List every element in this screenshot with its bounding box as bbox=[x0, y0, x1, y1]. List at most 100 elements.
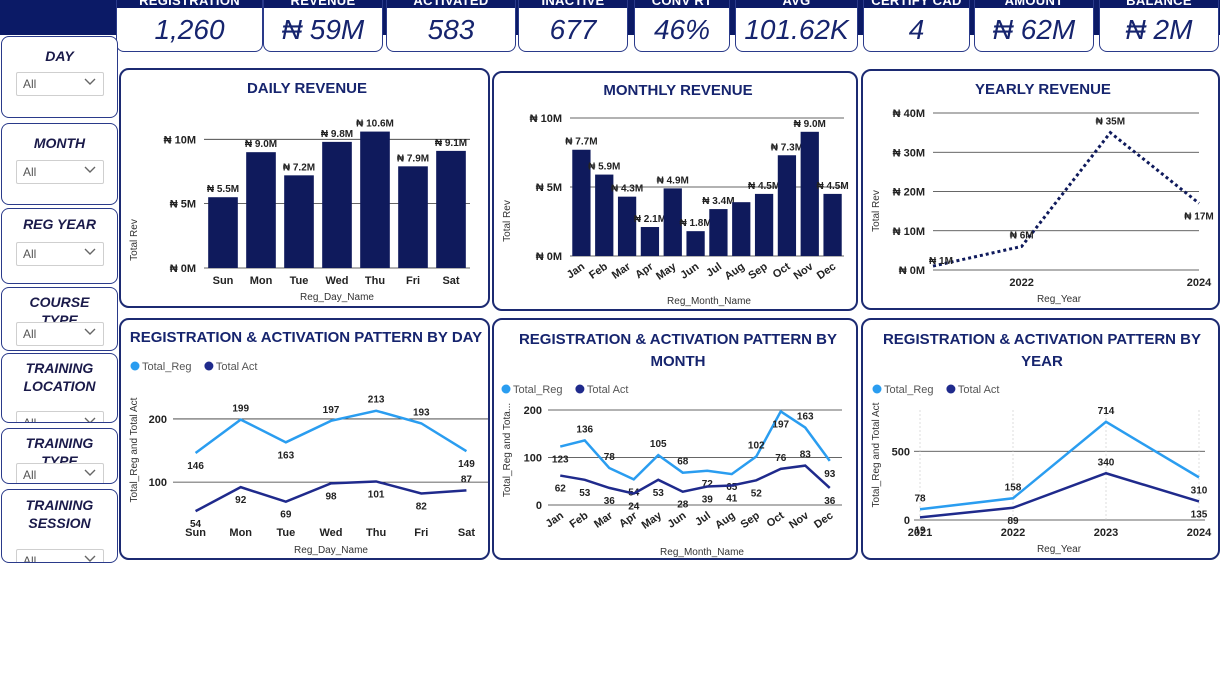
y-tick-label: 0 bbox=[904, 515, 910, 527]
data-label: ₦ 7.2M bbox=[283, 162, 315, 173]
x-tick-label: 2023 bbox=[1094, 527, 1118, 539]
y-tick-label: ₦ 40M bbox=[893, 108, 925, 120]
x-tick-label: Nov bbox=[792, 260, 817, 282]
chevron-down-icon bbox=[84, 417, 96, 422]
daily-revenue-card: DAILY REVENUE Total Rev ₦ 0M ₦ 5M ₦ 10M ₦ 5.5… bbox=[119, 68, 490, 308]
bar bbox=[572, 149, 591, 256]
data-label: 149 bbox=[458, 459, 475, 470]
slicer-dropdown[interactable]: All bbox=[16, 160, 104, 184]
bar bbox=[686, 231, 705, 256]
chart-title: DAILY REVENUE bbox=[247, 80, 367, 97]
y-tick-label: 100 bbox=[524, 453, 542, 465]
chart-title: YEARLY REVENUE bbox=[975, 81, 1111, 98]
slicer-month: MONTH All bbox=[1, 123, 118, 205]
slicer-title: TRAINING SESSION bbox=[25, 497, 94, 531]
slicer-dropdown[interactable]: All bbox=[16, 242, 104, 266]
series-line bbox=[919, 420, 1200, 511]
bar bbox=[398, 166, 428, 268]
series-line bbox=[560, 464, 831, 495]
x-tick-label: Mon bbox=[250, 275, 273, 287]
pattern-by-day-chart: REGISTRATION & ACTIVATION PATTERN BY DAY… bbox=[129, 329, 488, 556]
slicer-training-session: TRAINING SESSION All bbox=[1, 489, 118, 563]
x-tick-label: Dec bbox=[815, 261, 838, 282]
chart-title: REGISTRATION & ACTIVATION PATTERN BY bbox=[883, 331, 1201, 348]
data-label: 714 bbox=[1098, 406, 1115, 417]
legend-label: Total_Reg bbox=[142, 361, 192, 373]
y-tick-label: ₦ 0M bbox=[899, 265, 925, 277]
data-label: 24 bbox=[628, 502, 640, 513]
data-label: ₦ 4.9M bbox=[657, 175, 689, 186]
x-tick-label: Sun bbox=[213, 275, 234, 287]
x-tick-label: Nov bbox=[787, 509, 812, 531]
slicer-value: All bbox=[23, 77, 37, 91]
legend-marker bbox=[872, 384, 882, 394]
series-line bbox=[932, 130, 1200, 268]
data-label: 163 bbox=[278, 450, 295, 461]
y-axis-title: Total Rev bbox=[129, 219, 140, 261]
x-tick-label: Mon bbox=[229, 527, 252, 539]
bar bbox=[360, 131, 390, 268]
y-tick-label: ₦ 5M bbox=[536, 182, 562, 194]
x-axis-title: Reg_Month_Name bbox=[667, 296, 751, 307]
slicer-value: All bbox=[23, 468, 37, 482]
data-label: ₦ 35M bbox=[1096, 117, 1125, 128]
chart-title: REGISTRATION & ACTIVATION PATTERN BY bbox=[519, 331, 837, 348]
data-label: 163 bbox=[797, 412, 814, 423]
data-label: ₦ 10.6M bbox=[356, 119, 394, 130]
kpi-card: Revenue ₦ 59M bbox=[263, 0, 383, 52]
slicer-course-type: COURSE TYPE All bbox=[1, 287, 118, 351]
chevron-down-icon bbox=[84, 328, 96, 335]
data-label: 72 bbox=[702, 479, 714, 490]
bar bbox=[595, 174, 614, 256]
slicer-dropdown[interactable]: All bbox=[16, 322, 104, 346]
data-label: 54 bbox=[190, 519, 202, 530]
y-tick-label: ₦ 10M bbox=[893, 226, 925, 238]
kpi-label: Amount bbox=[975, 0, 1093, 8]
y-axis-title: Total_Reg and Total Act bbox=[871, 402, 882, 507]
kpi-value: 583 bbox=[427, 14, 475, 45]
data-label: ₦ 2.1M bbox=[634, 214, 666, 225]
data-label: ₦ 7.9M bbox=[397, 153, 429, 164]
data-label: 87 bbox=[461, 474, 473, 485]
chart-title: YEAR bbox=[1021, 353, 1063, 370]
x-tick-label: Fri bbox=[406, 275, 420, 287]
data-label: ₦ 6M bbox=[1010, 230, 1034, 241]
kpi-value: ₦ 59M bbox=[281, 14, 365, 45]
x-tick-label: Tue bbox=[276, 527, 295, 539]
slicer-reg-year: REG YEAR All bbox=[1, 208, 118, 284]
x-tick-label: May bbox=[640, 509, 665, 532]
y-tick-label: ₦ 10M bbox=[530, 113, 562, 125]
kpi-label: Registration bbox=[117, 0, 262, 8]
x-tick-label: Fri bbox=[414, 527, 428, 539]
x-axis-title: Reg_Year bbox=[1037, 544, 1082, 555]
slicer-dropdown[interactable]: All bbox=[16, 463, 104, 483]
kpi-label: Conv Rt bbox=[635, 0, 729, 8]
data-label: 146 bbox=[187, 461, 204, 472]
chevron-down-icon bbox=[84, 166, 96, 173]
x-tick-label: Jan bbox=[565, 260, 588, 281]
data-label: 65 bbox=[726, 482, 738, 493]
y-axis-title: Total Rev bbox=[871, 190, 882, 232]
data-label: 193 bbox=[413, 407, 430, 418]
y-tick-label: ₦ 10M bbox=[164, 134, 196, 146]
y-tick-label: 200 bbox=[149, 414, 167, 426]
data-label: 82 bbox=[416, 501, 428, 512]
data-label: 158 bbox=[1005, 482, 1022, 493]
kpi-label: Certify Cad bbox=[864, 0, 969, 8]
pattern-by-year-card: REGISTRATION & ACTIVATION PATTERN BY YEAR… bbox=[861, 318, 1220, 560]
legend-marker bbox=[204, 361, 214, 371]
data-label: ₦ 5.9M bbox=[588, 162, 620, 173]
x-tick-label: Thu bbox=[365, 275, 385, 287]
slicer-dropdown[interactable]: All bbox=[16, 72, 104, 96]
data-label: 135 bbox=[1191, 509, 1208, 520]
bar bbox=[284, 175, 314, 268]
slicer-dropdown[interactable]: All bbox=[16, 549, 104, 562]
slicer-dropdown[interactable]: All bbox=[16, 411, 104, 422]
bar bbox=[754, 193, 774, 256]
legend-label: Total Act bbox=[587, 384, 629, 396]
kpi-value: ₦ 2M bbox=[1125, 14, 1193, 45]
x-tick-label: Mar bbox=[610, 260, 633, 281]
bar bbox=[436, 150, 466, 268]
bar bbox=[709, 209, 728, 256]
legend-label: Total Act bbox=[216, 361, 258, 373]
